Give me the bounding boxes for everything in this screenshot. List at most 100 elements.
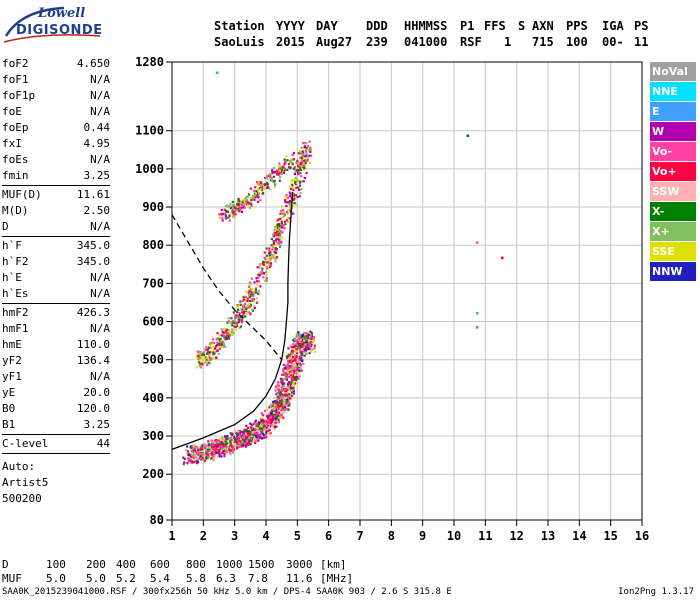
echo-point-second-hop [246,304,249,307]
row-value: 6.3 [216,572,236,585]
echo-point-upper [280,170,283,174]
echo-point-upper [266,178,269,181]
echo-point-second-hop [309,147,312,150]
echo-point-second-hop [252,300,255,303]
echo-point-upper [229,212,232,215]
param-value: 345.0 [76,255,110,268]
echo-point-second-hop [259,263,262,266]
echo-point-upper [220,212,223,216]
echo-point-lower [200,453,203,456]
echo-point-second-hop [241,311,244,314]
echo-point-lower [290,367,293,370]
echo-point-upper [292,152,296,155]
echo-point-upper [233,216,236,219]
echo-point-lower [216,455,219,458]
echo-point-lower [238,440,242,443]
echo-point-lower [253,437,256,441]
echo-point-upper [241,199,244,202]
echo-point-second-hop [208,362,211,365]
echo-point-second-hop [248,299,251,303]
outlier-point [466,134,470,138]
echo-point-second-hop [278,232,281,235]
echo-point-upper [258,180,261,184]
echo-point-second-hop [300,187,303,191]
echo-point-second-hop [275,247,278,251]
echo-point-lower [295,361,298,364]
echo-point-upper [269,179,273,182]
echo-point-lower [220,441,224,445]
echo-point-second-hop [249,311,252,315]
echo-point-lower [311,341,314,344]
echo-point-lower [287,372,291,375]
echo-point-upper [266,186,269,190]
echo-point-upper [226,204,229,207]
echo-point-second-hop [227,337,231,340]
echo-point-upper [278,162,281,165]
echo-point-lower [298,336,301,339]
echo-point-lower [298,369,301,373]
echo-point-second-hop [222,327,225,331]
echo-point-lower [305,334,308,338]
echo-point-lower [285,388,289,391]
echo-point-lower [303,348,307,351]
echo-point-second-hop [287,221,290,224]
echo-point-lower [291,369,294,372]
echo-point-lower [205,455,208,459]
echo-point-second-hop [293,201,296,205]
legend-item-sse: SSE [650,242,696,261]
echo-point-second-hop [276,226,279,229]
echo-point-lower [285,385,288,389]
echo-point-second-hop [267,258,270,261]
echo-point-second-hop [294,176,297,179]
echo-point-lower [297,377,300,380]
echo-point-upper [269,176,272,179]
echo-point-second-hop [231,333,234,337]
echo-point-upper [274,182,277,185]
echo-point-second-hop [227,320,230,323]
param-value: 3.25 [83,418,111,431]
echo-point-lower [230,434,234,437]
echo-point-second-hop [233,318,236,321]
echo-point-lower [271,403,274,406]
echo-point-second-hop [285,194,288,197]
echo-point-second-hop [275,227,278,230]
echo-point-lower [274,399,277,403]
echo-point-upper [237,202,240,205]
echo-point-second-hop [242,298,245,301]
row-value: 3000 [286,558,313,571]
echo-point-second-hop [244,295,247,298]
echo-point-upper [280,168,284,172]
echo-point-second-hop [284,195,287,198]
echo-point-second-hop [258,274,261,277]
echo-point-second-hop [297,186,300,189]
echo-point-second-hop [291,197,294,201]
legend-item-vo-: Vo+ [650,162,696,181]
echo-point-lower [278,404,282,408]
echo-point-lower [299,355,303,358]
echo-point-second-hop [253,281,256,284]
param-name: foF2 [2,57,29,70]
echo-point-upper [231,208,234,211]
echo-point-lower [220,455,223,458]
echo-point-second-hop [298,181,302,184]
echo-point-lower [294,350,297,353]
echo-point-lower [267,424,270,427]
echo-point-second-hop [305,151,308,154]
legend-item-x-: X+ [650,222,696,241]
echo-point-lower [277,421,281,424]
echo-point-upper [268,173,271,176]
echo-point-lower [311,344,315,347]
echo-point-second-hop [250,293,253,296]
echo-point-second-hop [275,234,278,237]
echo-point-lower [286,367,289,370]
echo-point-second-hop [280,240,283,243]
echo-point-upper [275,170,279,173]
param-name: D [2,220,9,233]
echo-point-second-hop [198,361,201,364]
echo-point-lower [266,423,269,426]
echo-point-second-hop [222,345,225,348]
echo-point-second-hop [266,266,269,269]
echo-point-lower [293,338,296,341]
echo-point-lower [226,437,230,440]
echo-point-lower [228,450,232,453]
